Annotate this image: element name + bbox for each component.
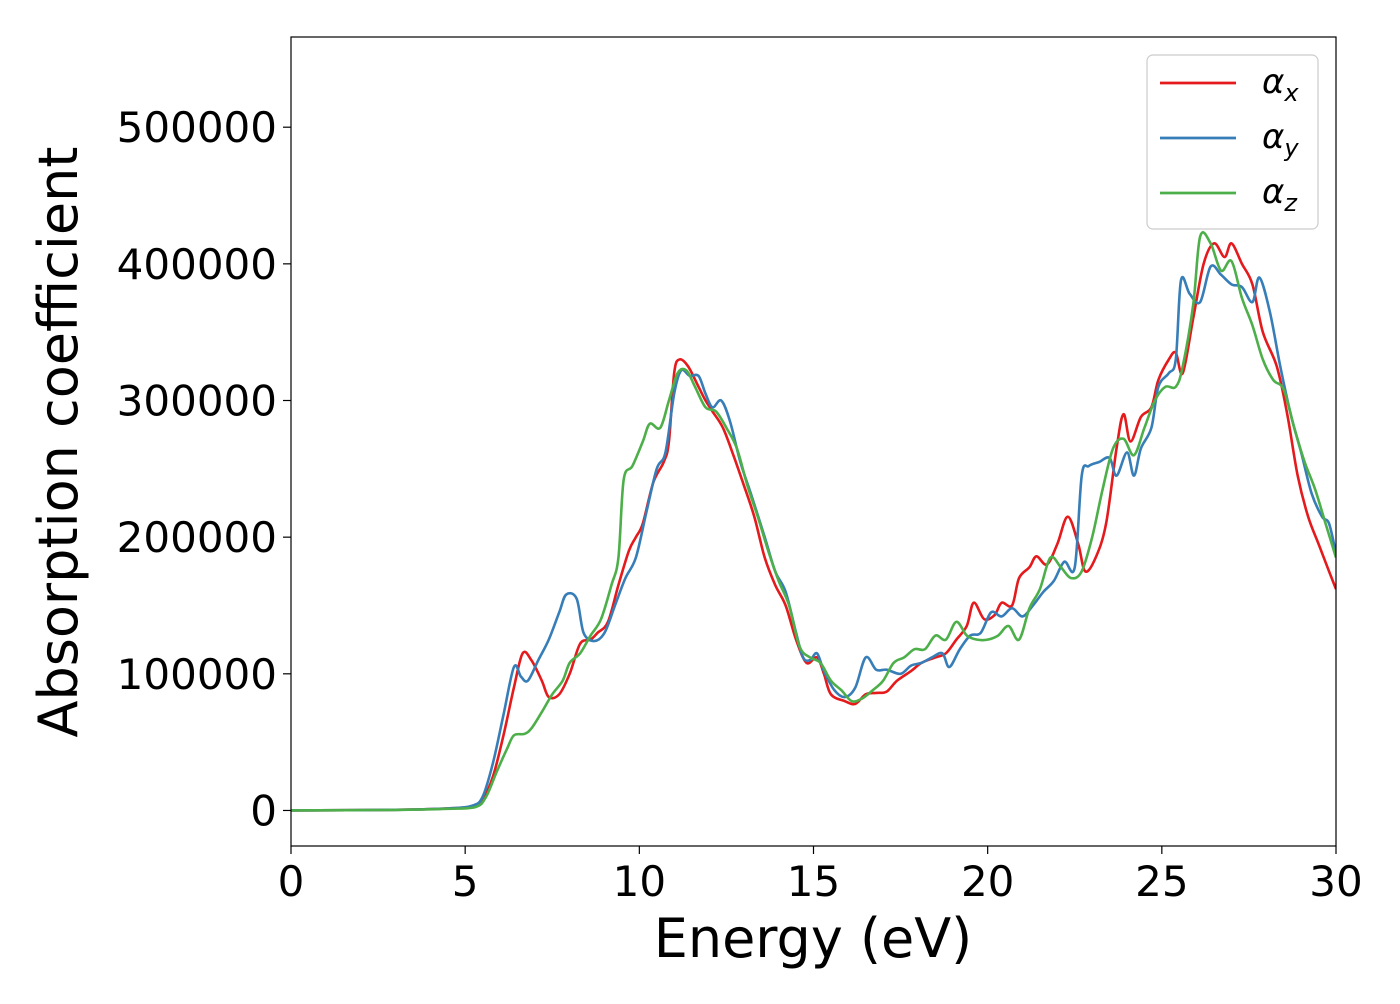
x-tick-label: 10	[613, 857, 666, 906]
y-tick-label: 400000	[117, 240, 277, 289]
legend-label-z: αz	[1262, 172, 1298, 217]
axes-layer: 0 5 10 15 20 25 30 0 100000 200000 300000 400000 500…	[117, 36, 1363, 906]
x-tick-label: 30	[1309, 857, 1362, 906]
series-line-x	[291, 242, 1336, 812]
series-line-z	[291, 231, 1336, 812]
legend-label-x: αx	[1262, 62, 1299, 107]
y-tick-label: 300000	[117, 377, 277, 426]
x-tick-label: 25	[1135, 857, 1188, 906]
y-tick-label: 200000	[117, 513, 277, 562]
x-tick-label: 15	[787, 857, 840, 906]
legend-box	[1146, 54, 1319, 230]
legend-label-y: αy	[1262, 117, 1299, 162]
x-tick-label: 5	[452, 857, 479, 906]
legend: αx αy αz	[1146, 54, 1319, 230]
x-axis-label: Energy (eV)	[654, 907, 973, 970]
y-tick-label: 100000	[117, 650, 277, 699]
series-layer	[291, 231, 1336, 812]
x-tick-label: 0	[278, 857, 305, 906]
y-tick-label: 500000	[117, 103, 277, 152]
y-tick-label: 0	[250, 786, 277, 835]
x-tick-label: 20	[961, 857, 1014, 906]
y-axis-label: Absorption coefficient	[27, 147, 90, 738]
